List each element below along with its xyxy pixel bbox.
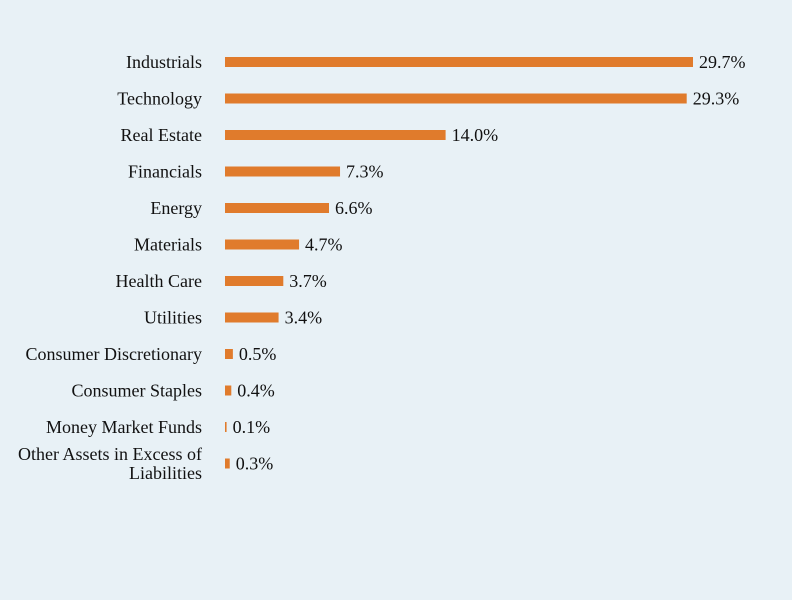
value-label: 4.7% (305, 234, 343, 254)
value-label: 0.1% (233, 417, 270, 437)
category-label: Energy (150, 198, 202, 218)
bar (225, 349, 233, 359)
bar (225, 422, 227, 432)
bars (225, 57, 693, 469)
bar (225, 276, 284, 286)
value-label: 6.6% (335, 198, 373, 218)
value-label: 0.4% (237, 380, 275, 400)
category-label: Utilities (144, 307, 202, 327)
value-label: 29.3% (693, 88, 740, 108)
category-label: Industrials (126, 52, 202, 72)
category-label: Technology (117, 88, 202, 108)
bar (225, 93, 687, 104)
category-label: Financials (128, 161, 202, 181)
bar (225, 312, 279, 323)
category-label: Health Care (116, 271, 202, 291)
value-label: 0.5% (239, 344, 277, 364)
category-label: Other Assets in Excess of Liabilities (18, 444, 202, 483)
bar (225, 385, 232, 396)
value-label: 7.3% (346, 161, 384, 181)
value-label: 29.7% (699, 52, 746, 72)
bar (225, 130, 446, 140)
category-label: Materials (134, 234, 202, 254)
category-label: Money Market Funds (46, 417, 202, 437)
value-label: 3.4% (285, 307, 323, 327)
bar (225, 239, 300, 250)
value-label: 14.0% (452, 125, 499, 145)
bar (225, 166, 341, 177)
bar (225, 57, 693, 67)
value-label: 3.7% (289, 271, 327, 291)
category-label: Consumer Discretionary (26, 344, 202, 364)
value-labels: 29.7% 29.3% 14.0% 7.3% 6.6% 4.7% 3.7% 3.4% 0.5% 0… (233, 52, 746, 474)
bar (225, 203, 329, 213)
bar (225, 458, 230, 469)
category-label: Real Estate (121, 125, 202, 145)
value-label: 0.3% (236, 453, 274, 473)
category-labels: Industrials Technology Real Estate Financia… (18, 52, 202, 483)
category-label: Consumer Staples (72, 380, 203, 400)
